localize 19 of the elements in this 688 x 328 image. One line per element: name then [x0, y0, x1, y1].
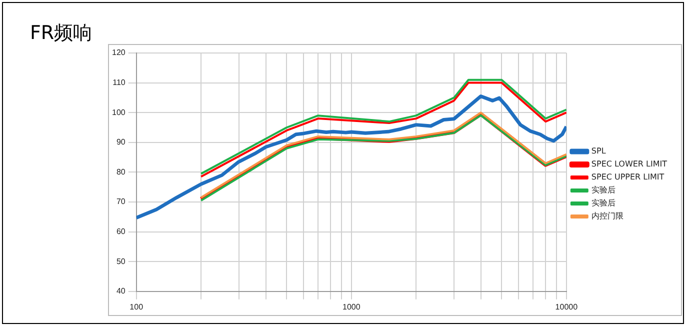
legend-label: 实验后 — [591, 198, 616, 208]
chart-title: FR频响 — [30, 21, 92, 46]
legend-label: SPL — [591, 146, 606, 156]
y-tick-label: 100 — [112, 108, 126, 117]
legend-label: 内控门限 — [591, 212, 624, 221]
y-tick-label: 110 — [112, 78, 126, 88]
legend-label: SPEC UPPER LIMIT — [591, 172, 664, 182]
legend-label: 实验后 — [591, 186, 616, 195]
y-tick-label: 80 — [116, 167, 126, 176]
y-tick-label: 50 — [116, 256, 126, 266]
x-tick-label: 100 — [130, 302, 144, 312]
x-tick-label: 10000 — [555, 302, 578, 312]
y-tick-label: 120 — [112, 48, 126, 58]
y-tick-label: 70 — [116, 197, 126, 206]
y-tick-label: 40 — [116, 286, 126, 296]
legend-label: SPEC LOWER LIMIT — [591, 160, 668, 169]
x-tick-label: 1000 — [342, 302, 361, 312]
y-tick-label: 60 — [116, 227, 126, 236]
y-tick-label: 90 — [116, 138, 126, 147]
